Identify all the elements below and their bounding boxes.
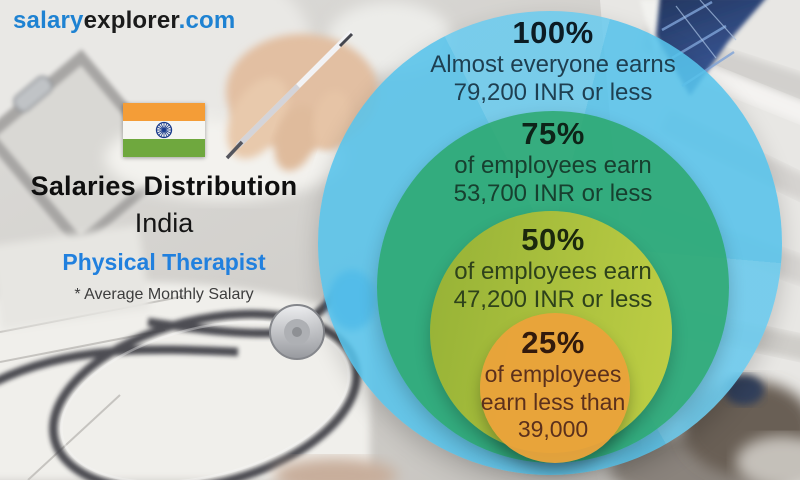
percent-desc-line: of employees bbox=[484, 361, 622, 387]
percent-desc-line: earn less than bbox=[480, 388, 626, 415]
logo-dotcom: .com bbox=[178, 7, 236, 34]
percent-desc-line: 47,200 INR or less bbox=[453, 285, 653, 313]
percentile-block-75: 75% of employees earn 53,700 INR or less bbox=[353, 116, 753, 207]
percent-desc-line: 79,200 INR or less bbox=[453, 78, 653, 106]
percentile-block-100: 100% Almost everyone earns 79,200 INR or… bbox=[353, 15, 753, 106]
india-flag-icon bbox=[123, 103, 205, 157]
flag-saffron-band bbox=[123, 103, 205, 121]
stethoscope-photo bbox=[0, 279, 361, 480]
percent-label: 100% bbox=[512, 15, 594, 50]
circle-25-percent bbox=[480, 313, 630, 463]
page-title: Salaries Distribution bbox=[30, 171, 298, 201]
percent-desc-line: 39,000 bbox=[517, 416, 589, 442]
percent-desc-line: Almost everyone earns bbox=[430, 51, 676, 78]
percent-desc-line: 53,700 INR or less bbox=[453, 179, 653, 207]
percent-label: 50% bbox=[521, 222, 585, 257]
ashoka-chakra-icon bbox=[155, 121, 173, 139]
percent-label: 75% bbox=[521, 116, 585, 151]
percentile-block-50: 50% of employees earn 47,200 INR or less bbox=[353, 222, 753, 313]
flag-green-band bbox=[123, 139, 205, 157]
logo-salary: salary bbox=[13, 7, 84, 34]
salary-note: * Average Monthly Salary bbox=[74, 286, 254, 303]
percent-desc-line: of employees earn bbox=[454, 152, 652, 179]
site-logo[interactable]: salaryexplorer.com bbox=[13, 7, 235, 35]
percentile-block-25: 25% of employees earn less than 39,000 bbox=[353, 325, 753, 444]
clipboard-photo bbox=[0, 49, 180, 251]
logo-explorer: explorer bbox=[83, 7, 179, 34]
percent-desc-line: of employees earn bbox=[454, 258, 652, 285]
country-label: India bbox=[134, 208, 194, 238]
percent-label: 25% bbox=[521, 325, 585, 360]
job-title: Physical Therapist bbox=[62, 249, 266, 275]
